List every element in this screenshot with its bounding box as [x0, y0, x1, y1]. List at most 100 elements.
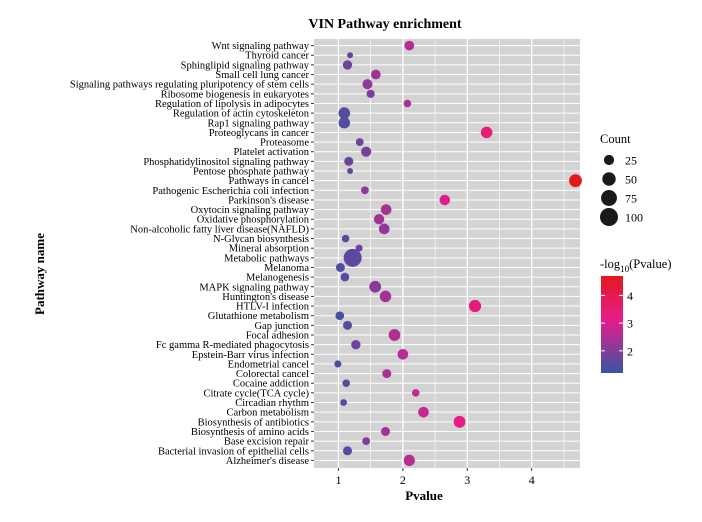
data-point [342, 379, 350, 388]
color-legend-label: 3 [627, 317, 633, 331]
data-point [369, 280, 382, 293]
data-point [382, 369, 392, 379]
count-legend-key [603, 154, 615, 166]
data-point [334, 360, 342, 368]
x-tick-label: 3 [464, 473, 470, 487]
pathway-label: Huntington's disease [222, 292, 309, 303]
count-legend: Count 25 50 75 100 [600, 132, 643, 226]
data-point [453, 415, 466, 428]
data-point [351, 339, 361, 350]
color-legend-title: -log10(Pvalue) [600, 257, 672, 274]
pathway-label: Fc gamma R-mediated phagocytosis [156, 340, 309, 351]
pathway-label: Glutathione metabolism [208, 311, 309, 322]
pathway-label: Proteoglycans in cancer [209, 128, 310, 139]
pathway-label: Oxidative phosphorylation [197, 215, 310, 226]
pathway-label: Ribosome biogenesis in eukaryotes [161, 89, 309, 100]
pathway-label: Wnt signaling pathway [212, 41, 310, 52]
data-point [361, 146, 372, 157]
data-point [355, 244, 363, 252]
data-point [379, 290, 392, 303]
color-legend-label: 2 [627, 344, 633, 358]
pathway-label: Platelet activation [233, 147, 309, 158]
pathway-label: Mineral absorption [229, 244, 310, 255]
count-legend-label: 100 [625, 211, 643, 225]
pathway-label: Regulation of lipolysis in adipocytes [155, 99, 309, 110]
data-point [355, 138, 364, 146]
count-legend-label: 25 [625, 154, 637, 168]
points-layer [334, 40, 582, 467]
data-point [397, 348, 409, 360]
data-point [373, 214, 385, 225]
pathway-label: Melanoma [264, 263, 309, 274]
pathway-label: Regulation of actin cytoskeleton [173, 109, 310, 120]
pathway-label: Small cell lung cancer [215, 70, 309, 81]
pathway-label: Signaling pathways regulating pluripoten… [70, 80, 309, 91]
data-point [342, 60, 353, 70]
pathway-label: Melanogenesis [246, 273, 309, 284]
pathway-label: Thyroid cancer [245, 51, 309, 62]
pathway-label: Biosynthesis of amino acids [191, 427, 309, 438]
pathway-label: Rap1 signaling pathway [208, 118, 310, 129]
data-point [347, 52, 354, 59]
pathway-label: Alzheimer's disease [226, 456, 310, 467]
pathway-label: Proteasome [260, 138, 309, 149]
pathway-label: Base excision repair [224, 437, 310, 448]
pathway-label: HTLV-I infection [236, 302, 310, 313]
x-axis-title: Pvalue [405, 488, 443, 503]
pathway-label: Carbon metabolism [226, 408, 309, 419]
pathway-label: Biosynthesis of antibiotics [198, 417, 309, 428]
pathway-label: Oxytocin signaling pathway [191, 205, 310, 216]
data-point [342, 320, 353, 330]
x-tick-label: 1 [335, 473, 341, 487]
data-point [480, 126, 493, 139]
data-point [343, 248, 362, 267]
pathway-label: Citrate cycle(TCA cycle) [203, 388, 309, 399]
data-point [362, 79, 373, 90]
pathway-label: Sphinglipid signaling pathway [181, 60, 310, 71]
data-point [403, 99, 412, 108]
count-legend-key [600, 208, 618, 226]
count-legend-key [601, 190, 617, 206]
data-point [342, 446, 353, 456]
pathway-label: Circadian rhythm [235, 398, 309, 409]
data-point [366, 89, 375, 98]
data-point [468, 299, 482, 313]
x-axis-ticks: 1 2 3 4 [335, 468, 535, 487]
data-point [418, 406, 429, 418]
pathway-label: N-Glycan biosynthesis [213, 234, 309, 245]
pathway-label: Non-alcoholic fatty liver disease(NAFLD) [130, 224, 309, 235]
data-point [388, 329, 401, 341]
pathway-label: Pathways in cancel [229, 176, 310, 187]
pathway-label: Focal adhesion [246, 330, 310, 341]
pathway-label: Pathogenic Escherichia coli infection [152, 186, 309, 197]
data-point [338, 117, 351, 129]
data-point [335, 262, 345, 272]
count-legend-label: 50 [625, 173, 637, 187]
data-point [341, 234, 350, 243]
pathway-label: Pentose phosphate pathway [193, 167, 310, 178]
count-legend-key [602, 172, 616, 186]
data-point [347, 168, 354, 174]
pvalue-color-legend: -log10(Pvalue) 2 3 4 [600, 257, 672, 373]
data-point [569, 174, 582, 188]
x-tick-label: 4 [529, 473, 535, 487]
count-legend-label: 75 [625, 192, 637, 206]
y-axis-title: Pathway name [32, 233, 47, 315]
data-point [340, 399, 348, 406]
chart-title: VIN Pathway enrichment [308, 17, 462, 32]
data-point [340, 272, 350, 282]
x-tick-label: 2 [400, 473, 406, 487]
pathway-label: Metabolic pathways [224, 253, 309, 264]
data-point [411, 389, 420, 397]
pathway-label: Epstein-Barr virus infection [192, 350, 310, 361]
data-point [335, 311, 345, 321]
data-point [403, 454, 415, 467]
data-point [344, 156, 354, 166]
pathway-label: Colorectal cancel [236, 369, 309, 380]
pathway-label: Parkinson's disease [228, 195, 309, 206]
pathway-label: Cocaine addiction [233, 379, 310, 390]
count-legend-title: Count [600, 132, 631, 146]
pathway-label: Phosphatidylinositol signaling pathway [143, 157, 309, 168]
